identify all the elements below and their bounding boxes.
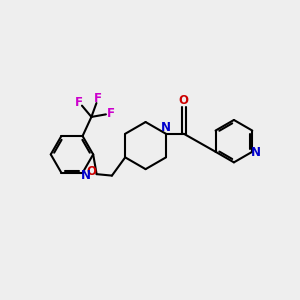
Text: F: F xyxy=(94,92,102,105)
Text: O: O xyxy=(179,94,189,107)
Text: O: O xyxy=(86,165,96,178)
Text: F: F xyxy=(75,95,83,109)
Text: N: N xyxy=(251,146,261,159)
Text: N: N xyxy=(81,169,91,182)
Text: N: N xyxy=(161,122,171,134)
Text: F: F xyxy=(106,107,115,120)
